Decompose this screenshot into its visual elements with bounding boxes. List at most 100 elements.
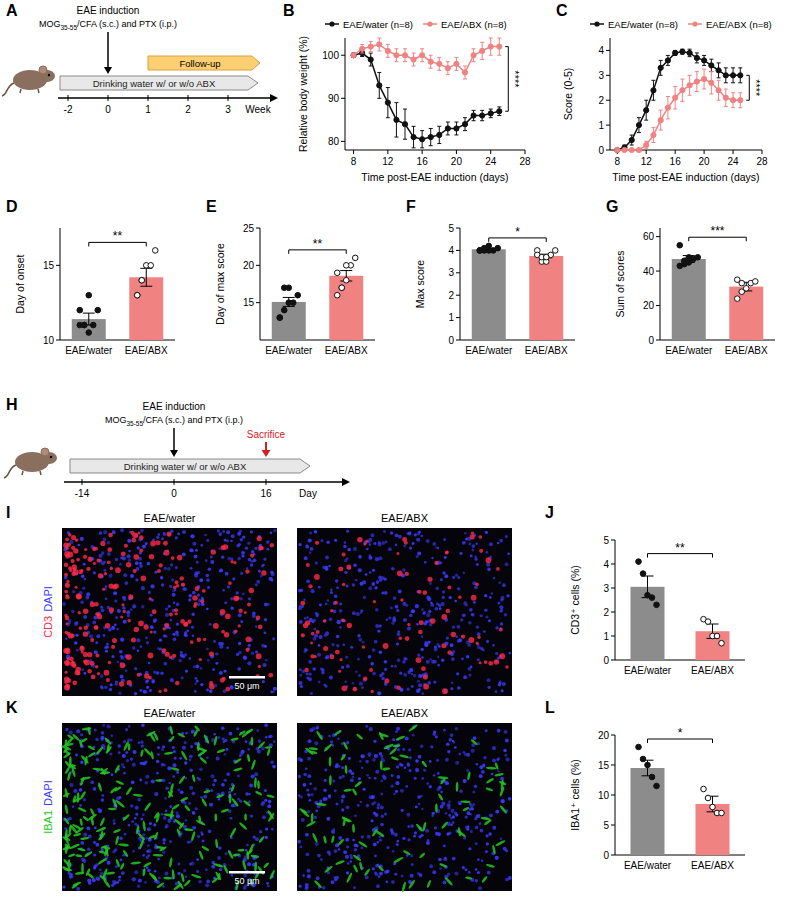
series-marker bbox=[351, 53, 356, 58]
nucleus bbox=[162, 885, 164, 887]
nucleus bbox=[362, 641, 364, 643]
x-tick-label: EAE/water bbox=[624, 860, 672, 871]
stained-cell bbox=[183, 622, 188, 627]
nucleus bbox=[355, 671, 358, 674]
y-tick-label: 3 bbox=[598, 70, 604, 81]
stained-cell bbox=[362, 645, 366, 649]
stained-cell bbox=[258, 546, 263, 551]
nucleus bbox=[170, 563, 173, 566]
stained-cell bbox=[230, 560, 233, 563]
nucleus bbox=[73, 789, 77, 793]
nucleus bbox=[123, 620, 127, 624]
nucleus bbox=[180, 676, 183, 679]
data-point bbox=[277, 315, 283, 321]
nucleus bbox=[259, 830, 262, 833]
nucleus bbox=[262, 663, 266, 667]
nucleus bbox=[242, 593, 244, 595]
nucleus bbox=[352, 611, 356, 615]
stained-cell bbox=[174, 612, 177, 615]
nucleus bbox=[379, 674, 383, 678]
y-tick bbox=[656, 236, 660, 237]
nucleus bbox=[251, 560, 254, 563]
y-tick bbox=[56, 265, 60, 266]
nucleus bbox=[485, 615, 488, 618]
stained-cell bbox=[163, 627, 166, 630]
series-marker bbox=[445, 66, 450, 71]
nucleus bbox=[147, 827, 151, 831]
x-tick-label: 20 bbox=[699, 156, 711, 167]
data-point bbox=[86, 292, 92, 298]
nucleus bbox=[188, 594, 192, 598]
stained-cell bbox=[246, 636, 252, 642]
nucleus bbox=[358, 638, 362, 642]
nucleus bbox=[417, 654, 420, 657]
stained-cell bbox=[225, 613, 231, 619]
nucleus bbox=[146, 641, 149, 644]
error-bar bbox=[429, 128, 433, 145]
y-tick-label: 2 bbox=[448, 290, 454, 301]
nucleus bbox=[421, 636, 423, 638]
nucleus bbox=[372, 672, 376, 676]
error-bar bbox=[394, 103, 398, 137]
y-tick-label: 20 bbox=[643, 300, 655, 311]
nucleus bbox=[390, 531, 394, 535]
nucleus bbox=[161, 583, 164, 586]
stained-cell bbox=[441, 643, 446, 648]
nucleus bbox=[477, 632, 481, 636]
error-bar bbox=[680, 49, 684, 54]
nucleus bbox=[170, 619, 173, 622]
series-marker bbox=[437, 132, 442, 137]
nucleus bbox=[153, 630, 156, 633]
nucleus bbox=[261, 746, 265, 750]
nucleus bbox=[327, 599, 330, 602]
panel-label: B bbox=[283, 2, 295, 19]
schematic: Drinking water w/ or w/o ABX-20123WeekEA… bbox=[39, 5, 278, 115]
stained-cell bbox=[257, 536, 262, 541]
nucleus bbox=[145, 761, 148, 764]
nucleus bbox=[411, 609, 414, 612]
x-tick bbox=[762, 150, 763, 154]
nucleus bbox=[119, 858, 122, 861]
nucleus bbox=[148, 849, 152, 853]
stained-cell bbox=[137, 532, 140, 535]
nucleus bbox=[264, 618, 268, 622]
nucleus bbox=[486, 562, 490, 566]
nucleus bbox=[175, 536, 178, 539]
protocol-part: /CFA (s.c.) and PTX (i.p.) bbox=[77, 19, 177, 29]
event-label: EAE induction bbox=[143, 401, 206, 412]
nucleus bbox=[215, 662, 218, 665]
stained-cell bbox=[346, 565, 351, 570]
nucleus bbox=[213, 640, 216, 643]
nucleus bbox=[424, 643, 428, 647]
nucleus bbox=[232, 578, 235, 581]
nucleus bbox=[437, 547, 439, 549]
y-tick bbox=[611, 855, 615, 856]
nucleus bbox=[230, 607, 233, 610]
nucleus bbox=[360, 582, 364, 586]
nucleus bbox=[165, 786, 168, 789]
nucleus bbox=[344, 681, 346, 683]
series-marker bbox=[723, 95, 728, 100]
data-point bbox=[148, 263, 154, 269]
nucleus bbox=[221, 555, 224, 558]
nucleus bbox=[422, 612, 425, 615]
stained-cell bbox=[94, 602, 98, 606]
y-tick bbox=[611, 564, 615, 565]
nucleus bbox=[206, 756, 209, 759]
stained-cell bbox=[64, 563, 69, 568]
nucleus bbox=[273, 740, 276, 743]
nucleus bbox=[107, 861, 111, 865]
series-line bbox=[617, 79, 740, 150]
nucleus bbox=[75, 633, 79, 637]
nucleus bbox=[165, 613, 169, 617]
nucleus bbox=[485, 551, 488, 554]
nucleus bbox=[162, 745, 165, 748]
stained-cell bbox=[238, 624, 241, 627]
nucleus bbox=[219, 569, 223, 573]
stained-cell bbox=[434, 561, 438, 565]
nucleus bbox=[442, 596, 445, 599]
nucleus bbox=[441, 602, 445, 606]
nucleus bbox=[219, 671, 223, 675]
nucleus bbox=[83, 833, 87, 837]
y-axis bbox=[260, 228, 261, 340]
